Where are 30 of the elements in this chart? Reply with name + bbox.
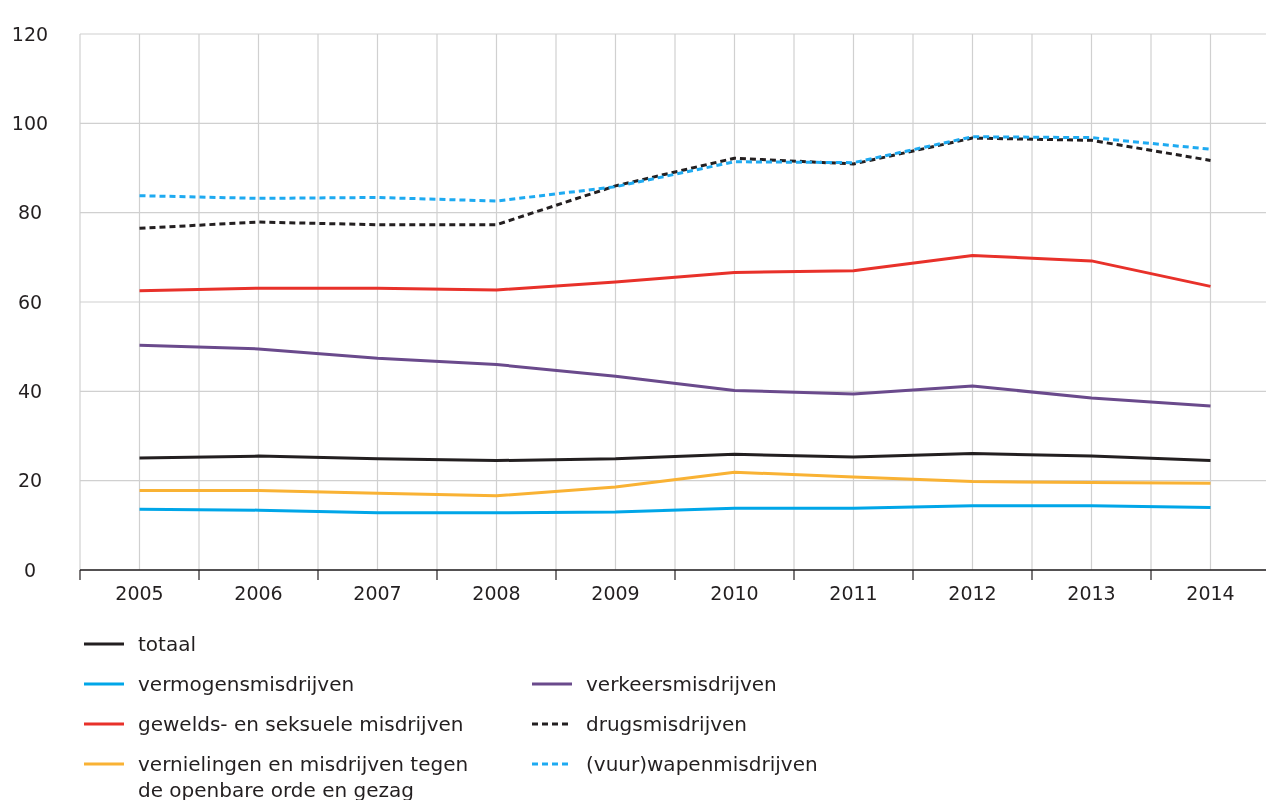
x-tick-label: 2013 bbox=[1067, 582, 1116, 604]
x-tick-label: 2006 bbox=[234, 582, 283, 604]
y-tick-label: 20 bbox=[17, 469, 43, 492]
x-tick-label: 2009 bbox=[591, 582, 640, 604]
line-series bbox=[138, 451, 1212, 463]
y-tick-label: 0 bbox=[23, 558, 37, 581]
y-tick-label: 80 bbox=[17, 201, 43, 224]
y-tick-label: 40 bbox=[17, 379, 43, 402]
line-series bbox=[138, 343, 1212, 408]
line-series bbox=[138, 136, 1212, 230]
y-tick-label: 100 bbox=[11, 111, 49, 134]
line-series bbox=[138, 504, 1212, 515]
line-series bbox=[138, 470, 1212, 498]
legend-label: verkeersmisdrijven bbox=[586, 672, 777, 696]
y-tick-label: 60 bbox=[17, 290, 43, 313]
x-tick-label: 2007 bbox=[353, 582, 402, 604]
x-tick-label: 2012 bbox=[948, 582, 997, 604]
legend-label: drugsmisdrijven bbox=[586, 712, 748, 736]
line-series bbox=[138, 254, 1212, 293]
x-tick-label: 2005 bbox=[115, 582, 164, 604]
legend-label: (vuur)wapenmisdrijven bbox=[586, 752, 818, 776]
legend-label: totaal bbox=[138, 632, 196, 656]
x-tick-label: 2014 bbox=[1186, 582, 1235, 604]
x-tick-label: 2008 bbox=[472, 582, 521, 604]
x-tick-label: 2011 bbox=[829, 582, 878, 604]
legend-label: vermogensmisdrijven bbox=[138, 672, 355, 696]
y-tick-label: 120 bbox=[11, 22, 49, 45]
legend-label: gewelds- en seksuele misdrijven bbox=[138, 712, 464, 736]
line-series bbox=[138, 135, 1212, 203]
x-tick-label: 2010 bbox=[710, 582, 759, 604]
